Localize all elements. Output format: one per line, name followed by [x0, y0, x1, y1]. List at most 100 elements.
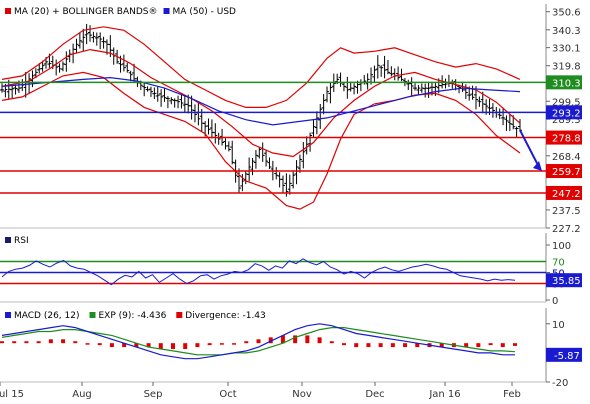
macd-divergence-bar: [85, 343, 90, 345]
price-y-tick-label: 330.1: [552, 44, 581, 55]
ohlc-bar: [145, 86, 150, 92]
ohlc-bar: [385, 59, 390, 75]
ohlc-bar: [341, 82, 346, 92]
macd-line: [1, 323, 515, 360]
ohlc-bar: [101, 36, 106, 49]
macd-legend-marker: [89, 312, 96, 318]
level-tag-label: 278.8: [552, 134, 581, 145]
macd-divergence-bar: [354, 343, 359, 348]
ohlc-bar: [396, 66, 401, 81]
macd-divergence-bar: [12, 341, 17, 344]
ohlc-bar: [389, 66, 394, 77]
ohlc-bar: [426, 81, 431, 98]
rsi-last-value-label: 35.85: [552, 276, 581, 287]
rsi-title: RSI: [14, 236, 29, 246]
ohlc-bar: [301, 141, 306, 169]
rsi-y-tick-label: 0: [552, 296, 558, 307]
ohlc-bar: [60, 61, 65, 72]
rsi-last-value-tag: [546, 273, 582, 288]
macd-legend-marker: [5, 312, 11, 318]
ohlc-bar: [267, 157, 272, 170]
ohlc-bar: [446, 74, 451, 87]
ohlc-bar: [88, 25, 93, 42]
ohlc-bar: [192, 104, 197, 123]
ohlc-bar: [240, 174, 245, 192]
macd-divergence-bar: [342, 343, 346, 346]
macd-legend-label: EXP (9): -4.436: [99, 311, 167, 321]
macd-divergence-bar: [232, 343, 237, 345]
rsi-reference-label: 70: [552, 258, 565, 269]
ohlc-bar: [125, 62, 130, 73]
level-tag: [546, 185, 582, 200]
ohlc-bar: [297, 154, 302, 173]
macd-divergence-bar: [390, 343, 395, 348]
ohlc-bar: [152, 87, 157, 100]
ohlc-bar: [308, 132, 313, 152]
ohlc-bar: [162, 88, 167, 102]
ohlc-bar: [169, 97, 174, 105]
macd-divergence-bar: [24, 341, 29, 344]
ohlc-bar: [216, 132, 221, 145]
price-y-tick-label: 319.8: [552, 62, 581, 73]
ohlc-bar: [74, 38, 79, 54]
ohlc-bar: [321, 94, 326, 115]
legend-label: MA (20) + BOLLINGER BANDS®: [14, 7, 158, 17]
price-y-tick-label: 227.2: [552, 224, 581, 235]
x-tick-label: Oct: [219, 389, 236, 400]
ohlc-bar: [121, 54, 126, 72]
ohlc-bar: [142, 82, 147, 97]
ohlc-bar: [260, 142, 265, 162]
macd-divergence-bar: [415, 343, 420, 348]
macd-divergence-bar: [403, 343, 408, 348]
macd-divergence-bar: [183, 343, 188, 349]
macd-divergence-bar: [244, 341, 249, 344]
ohlc-bar: [264, 150, 269, 167]
macd-divergence-bar: [195, 343, 200, 348]
ohlc-bar: [64, 51, 69, 72]
macd-divergence-bar: [488, 343, 493, 346]
price-y-tick-label: 268.4: [552, 152, 581, 163]
ohlc-bar: [159, 89, 164, 107]
macd-y-tick-label: -20: [552, 378, 568, 389]
ohlc-bar: [375, 55, 380, 79]
ohlc-bar: [311, 119, 316, 138]
ohlc-bar: [274, 167, 279, 180]
ohlc-bar: [518, 119, 522, 133]
level-tag: [546, 75, 582, 90]
x-tick-label: Jan 16: [428, 389, 460, 400]
x-tick-label: Feb: [503, 389, 521, 400]
ohlc-bar: [257, 147, 262, 159]
macd-divergence-bar: [97, 343, 102, 346]
ohlc-bar: [423, 83, 428, 98]
rsi-y-tick-label: 100: [552, 241, 571, 252]
ohlc-bar: [507, 114, 512, 132]
macd-divergence-bar: [464, 343, 469, 348]
ohlc-bar: [352, 83, 357, 95]
projection-arrow: [519, 129, 540, 168]
bollinger-upper-band: [1, 26, 521, 108]
macd-divergence-bar: [122, 343, 127, 348]
macd-divergence-bar: [36, 341, 41, 344]
macd-divergence-bar: [280, 335, 285, 344]
macd-divergence-bar: [171, 343, 175, 349]
level-tag-label: 293.2: [552, 108, 581, 119]
ohlc-bar: [413, 83, 418, 91]
ohlc-bar: [379, 65, 384, 77]
macd-divergence-bar: [293, 335, 298, 344]
x-tick-label: Dec: [365, 389, 384, 400]
ohlc-bar: [54, 59, 59, 76]
level-tag: [546, 105, 582, 120]
legend-marker: [163, 8, 170, 14]
macd-divergence-bar: [48, 339, 53, 344]
ohlc-bar: [291, 171, 296, 189]
price-y-tick-label: 340.3: [552, 26, 581, 37]
legend-marker: [5, 8, 11, 14]
price-y-tick-label: 299.5: [552, 97, 581, 108]
ohlc-bar: [230, 140, 235, 165]
ohlc-bar: [155, 86, 160, 102]
macd-legend-label: Divergence: -1.43: [185, 311, 265, 321]
price-y-tick-label: 237.5: [552, 206, 581, 217]
ohlc-bar: [382, 55, 387, 79]
level-tag-label: 310.3: [552, 78, 581, 89]
